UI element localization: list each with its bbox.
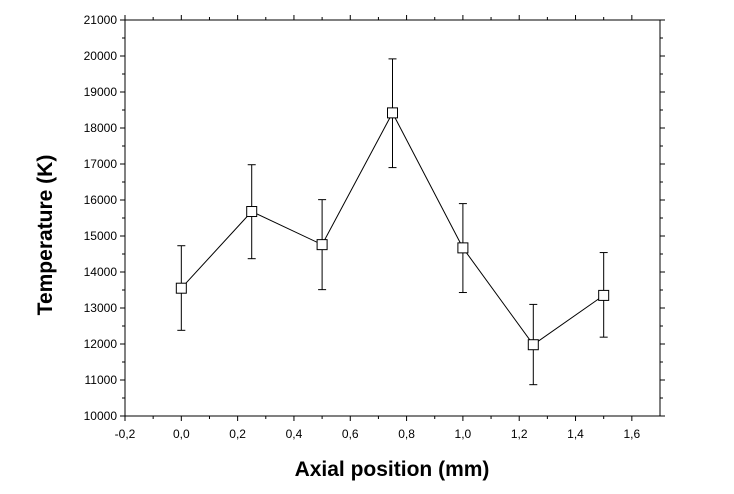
data-point bbox=[457, 242, 469, 254]
x-tick-label: 1,4 bbox=[567, 427, 584, 441]
data-point bbox=[316, 239, 328, 251]
data-point bbox=[175, 282, 187, 294]
data-points bbox=[175, 107, 610, 351]
x-tick-label: 1,0 bbox=[455, 427, 472, 441]
y-tick-label: 15000 bbox=[84, 229, 118, 243]
y-tick-label: 14000 bbox=[84, 265, 118, 279]
y-axis-title: Temperature (K) bbox=[34, 155, 57, 316]
y-tick-label: 10000 bbox=[84, 409, 118, 423]
y-tick-label: 16000 bbox=[84, 193, 118, 207]
y-tick-label: 20000 bbox=[84, 49, 118, 63]
y-axis: 10000 11000 12000 13000 14000 15000 16000 17000… bbox=[84, 13, 665, 423]
y-tick-label: 11000 bbox=[85, 373, 118, 387]
x-tick-label: 0,8 bbox=[398, 427, 415, 441]
y-tick-label: 21000 bbox=[84, 13, 118, 27]
x-axis: -0,2 0,0 0,2 0,4 0,6 0,8 1,0 1,2 1,4 1,6 bbox=[115, 15, 641, 441]
x-axis-title: Axial position (mm) bbox=[295, 458, 490, 481]
x-tick-label: 1,6 bbox=[623, 427, 640, 441]
data-point bbox=[246, 206, 258, 218]
x-tick-label: 0,6 bbox=[342, 427, 359, 441]
data-point bbox=[598, 289, 610, 301]
y-tick-label: 18000 bbox=[84, 121, 118, 135]
x-tick-label: 0,2 bbox=[229, 427, 246, 441]
data-point bbox=[387, 107, 398, 119]
y-tick-label: 12000 bbox=[84, 337, 118, 351]
y-tick-label: 19000 bbox=[84, 85, 118, 99]
x-tick-label: 0,0 bbox=[173, 427, 190, 441]
y-tick-label: 13000 bbox=[84, 301, 118, 315]
y-tick-label: 17000 bbox=[84, 157, 118, 171]
data-point bbox=[527, 339, 539, 351]
x-tick-label: 0,4 bbox=[286, 427, 303, 441]
x-tick-label: 1,2 bbox=[511, 427, 528, 441]
x-tick-label: -0,2 bbox=[115, 427, 136, 441]
